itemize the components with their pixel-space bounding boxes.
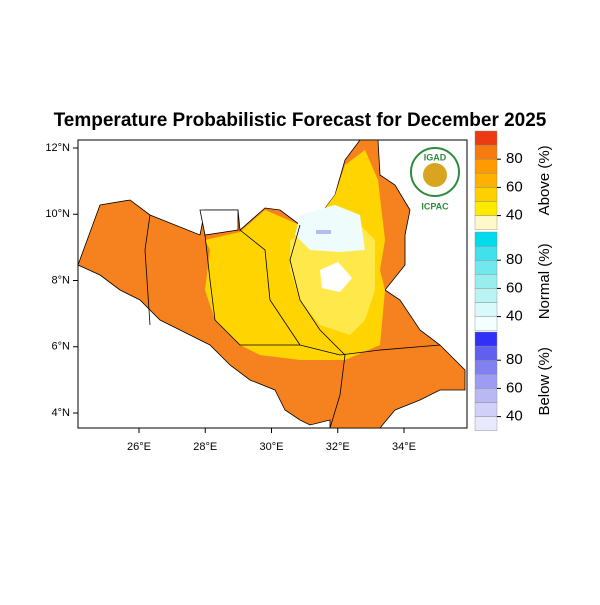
title: Temperature Probabilistic Forecast for D… [54,110,547,131]
colorbar-label: 40 [506,408,523,425]
colorbar-label: 40 [506,207,523,224]
colorbar-band [474,201,498,216]
lon-tick-label: 32°E [326,441,350,453]
colorbar-band [474,215,498,230]
colorbar-band [474,302,498,317]
colorbar-band [474,173,498,188]
colorbar-band [474,331,498,347]
lon-tick-label: 30°E [260,441,284,453]
neighbour-area [199,209,239,236]
colorbar-title: Normal (%) [536,243,553,319]
colorbar-band [474,260,498,275]
colorbar-band [474,360,498,375]
lat-tick-label: 4°N [52,407,71,419]
colorbar-label: 40 [506,308,523,325]
colorbar-title: Above (%) [536,145,553,215]
colorbar-band [474,231,498,247]
colorbar-label: 80 [506,351,523,368]
colorbar-band [474,274,498,289]
logo-bottom: ICPAC [421,201,449,211]
colorbar-band [474,388,498,403]
colorbar-band [474,245,498,261]
border [144,214,151,326]
map-shapes [77,139,466,429]
colorbar-band [474,288,498,303]
lon-tick-label: 26°E [127,441,151,453]
colorbar-band [474,416,498,431]
logo-map [423,163,447,187]
logo: IGAD ICPAC [410,147,460,211]
colorbar-band [474,144,498,160]
logo-top: IGAD [424,152,447,162]
colorbar-label: 60 [506,279,523,296]
lat-tick-label: 8°N [52,274,71,286]
below-patch [316,230,331,234]
colorbar-band [474,187,498,202]
border [204,234,441,356]
colorbar-label: 60 [506,379,523,396]
colorbar-band [474,130,498,146]
normal-area [295,205,365,252]
colorbar-label: 80 [506,150,523,167]
colorbar-band [474,402,498,417]
lat-tick-label: 6°N [52,341,71,353]
lat-tick-label: 10°N [45,208,70,220]
normal-area [320,262,352,292]
lon-tick-label: 34°E [392,441,416,453]
colorbar-band [474,158,498,174]
border [239,229,301,346]
border [289,224,346,356]
colorbar-label: 60 [506,178,523,195]
colorbar-band [474,345,498,361]
colorbar-title: Below (%) [536,347,553,415]
colorbar-band [474,374,498,389]
colorbar-band [474,316,498,331]
lat-tick-label: 12°N [45,142,70,154]
colorbar-label: 80 [506,251,523,268]
border [329,354,346,429]
lon-tick-label: 28°E [193,441,217,453]
